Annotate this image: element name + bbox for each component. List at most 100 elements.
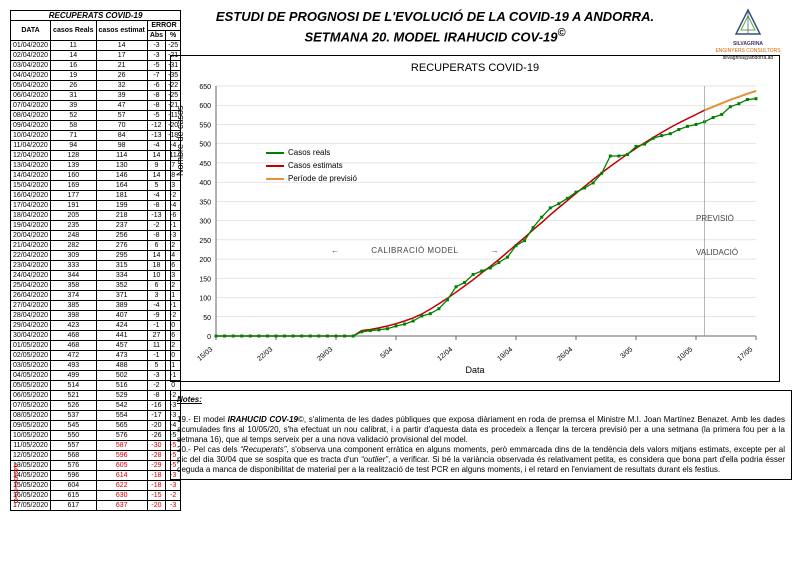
table-row: 14/05/2020596614-18-3 <box>11 471 181 481</box>
logo-icon <box>728 8 768 38</box>
table-row: 08/05/2020537554-17-3 <box>11 411 181 421</box>
prevision-label: PREVISIÓ <box>11 454 19 514</box>
svg-text:12/04: 12/04 <box>436 346 454 363</box>
page-title: ESTUDI DE PROGNOSI DE L'EVOLUCIÓ DE LA C… <box>180 8 690 45</box>
svg-text:3/05: 3/05 <box>619 346 634 360</box>
legend: Casos reals Casos estimats Període de pr… <box>266 146 357 185</box>
logo-name: SILVAGRINA <box>733 41 763 47</box>
col-estim: casos estimat <box>96 21 147 41</box>
title-line1: ESTUDI DE PROGNOSI DE L'EVOLUCIÓ DE LA C… <box>180 8 690 25</box>
table-row: 16/04/2020177181-4-2 <box>11 191 181 201</box>
table-row: 25/04/202035835262 <box>11 281 181 291</box>
table-row: 13/05/2020576605-29-5 <box>11 461 181 471</box>
svg-text:15/03: 15/03 <box>196 346 214 363</box>
table-row: 17/05/2020617637-20-3 <box>11 501 181 511</box>
table-row: 30/04/2020468441276 <box>11 331 181 341</box>
col-abs: Abs <box>147 31 165 41</box>
svg-text:200: 200 <box>199 257 211 264</box>
table-row: 17/04/2020191199-8-4 <box>11 201 181 211</box>
table-row: 10/05/2020550576-26-5 <box>11 431 181 441</box>
table-row: 14/04/2020160146148 <box>11 171 181 181</box>
plot-area: 0501001502002503003504004505005506006501… <box>216 86 756 336</box>
table-row: 26/04/202037437131 <box>11 291 181 301</box>
table-row: 06/05/2020521529-8-2 <box>11 391 181 401</box>
table-row: 23/04/2020333315186 <box>11 261 181 271</box>
svg-text:19/04: 19/04 <box>496 346 514 363</box>
col-pct: % <box>166 31 181 41</box>
col-error: ERROR <box>147 21 180 31</box>
svg-text:150: 150 <box>199 276 211 283</box>
table-row: 07/04/20203947-8-21 <box>11 101 181 111</box>
table-row: 29/04/2020423424-10 <box>11 321 181 331</box>
table-row: 09/05/2020545565-20-4 <box>11 421 181 431</box>
table-row: 27/04/2020385389-4-1 <box>11 301 181 311</box>
table-title: RECUPERATS COVID-19 <box>11 11 181 21</box>
table-row: 24/04/2020344334103 <box>11 271 181 281</box>
col-reals: casos Reals <box>51 21 96 41</box>
table-row: 22/04/2020309295144 <box>11 251 181 261</box>
svg-text:29/03: 29/03 <box>316 346 334 363</box>
table-row: 01/04/20201114-3-25 <box>11 41 181 51</box>
svg-text:300: 300 <box>199 219 211 226</box>
table-row: 02/04/20201417-3-21 <box>11 51 181 61</box>
annot-valid: VALIDACIÓ <box>696 248 738 257</box>
table-row: 05/04/20202632-6-22 <box>11 81 181 91</box>
annot-prev: PREVISIÓ <box>696 214 734 223</box>
legend-estim: Casos estimats <box>266 159 357 172</box>
table-row: 18/04/2020205218-13-6 <box>11 211 181 221</box>
table-row: 10/04/20207184-13-18 <box>11 131 181 141</box>
table-row: 04/04/20201926-7-35 <box>11 71 181 81</box>
svg-text:17/05: 17/05 <box>736 346 754 363</box>
table-row: 09/04/20205870-12-20 <box>11 121 181 131</box>
annot-calib: ← CALIBRACIÓ MODEL → <box>331 246 499 255</box>
legend-prev: Període de previsió <box>266 172 357 185</box>
table-row: 13/04/202013913097 <box>11 161 181 171</box>
svg-text:650: 650 <box>199 84 211 91</box>
svg-text:0: 0 <box>207 334 211 341</box>
svg-text:26/04: 26/04 <box>556 346 574 363</box>
logo-sub: ENGINYERS CONSULTORS <box>715 48 780 54</box>
table-row: 11/04/20209498-4-4 <box>11 141 181 151</box>
table-row: 06/04/20203139-8-25 <box>11 91 181 101</box>
table-row: 21/04/202028227662 <box>11 241 181 251</box>
table-row: 02/05/2020472473-10 <box>11 351 181 361</box>
table-row: 28/04/2020398407-9-2 <box>11 311 181 321</box>
table-row: 12/04/20201281141411 <box>11 151 181 161</box>
data-table: RECUPERATS COVID-19 DATA casos Reals cas… <box>10 10 150 511</box>
table-row: 16/05/2020615630-15-2 <box>11 491 181 501</box>
svg-text:10/05: 10/05 <box>676 346 694 363</box>
svg-text:400: 400 <box>199 180 211 187</box>
table-row: 03/05/202049348851 <box>11 361 181 371</box>
table-row: 19/04/2020235237-2-1 <box>11 221 181 231</box>
table-row: 12/05/2020568596-28-5 <box>11 451 181 461</box>
table-row: 05/05/2020514516-20 <box>11 381 181 391</box>
table-row: 20/04/2020248256-8-3 <box>11 231 181 241</box>
svg-text:5/04: 5/04 <box>379 346 394 360</box>
svg-text:250: 250 <box>199 238 211 245</box>
table-row: 03/04/20201621-5-31 <box>11 61 181 71</box>
col-data: DATA <box>11 21 51 41</box>
notes-title: Notes: <box>177 395 202 404</box>
table-row: 15/04/202016916453 <box>11 181 181 191</box>
svg-text:600: 600 <box>199 103 211 110</box>
y-axis-label: Nombre de casos <box>175 105 185 176</box>
title-line2: SETMANA 20. MODEL IRAHUCID COV-19© <box>180 25 690 45</box>
table-row: 01/05/2020468457112 <box>11 341 181 351</box>
notes-box: Notes: 19.- El model IRAHUCID COV-19©, s… <box>170 390 792 480</box>
svg-text:500: 500 <box>199 142 211 149</box>
legend-reals: Casos reals <box>266 146 357 159</box>
svg-text:22/03: 22/03 <box>256 346 274 363</box>
x-axis-label: Data <box>465 365 484 375</box>
table-row: 15/05/2020604622-18-3 <box>11 481 181 491</box>
svg-text:350: 350 <box>199 199 211 206</box>
table-row: 11/05/2020557587-30-5 <box>11 441 181 451</box>
table-row: 04/05/2020499502-3-1 <box>11 371 181 381</box>
chart: RECUPERATS COVID-19 Nombre de casos Data… <box>170 55 780 382</box>
svg-text:450: 450 <box>199 161 211 168</box>
notes-body: 19.- El model IRAHUCID COV-19©, s'alimen… <box>177 415 785 474</box>
svg-text:50: 50 <box>203 315 211 322</box>
chart-title: RECUPERATS COVID-19 <box>171 56 779 76</box>
svg-text:100: 100 <box>199 296 211 303</box>
svg-text:550: 550 <box>199 122 211 129</box>
table-row: 08/04/20205257-5-11 <box>11 111 181 121</box>
